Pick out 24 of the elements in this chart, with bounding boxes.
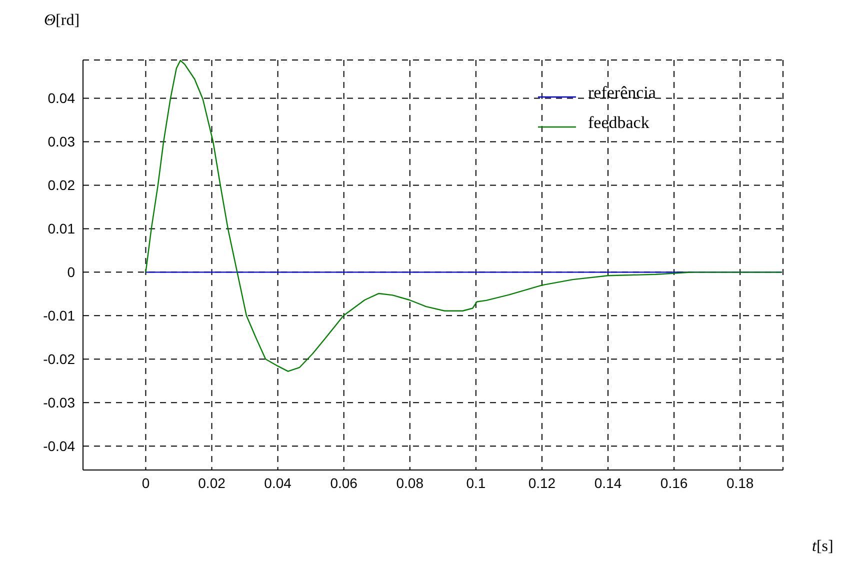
line-series bbox=[145, 60, 782, 372]
y-tick-label: -0.01 bbox=[43, 308, 76, 324]
x-tick-label: 0.08 bbox=[396, 474, 424, 491]
x-tick-label: 0 bbox=[142, 474, 150, 491]
x-tick-label: 0.12 bbox=[528, 474, 556, 491]
y-tick-label: -0.02 bbox=[43, 351, 76, 368]
y-tick-label: -0.03 bbox=[43, 394, 76, 411]
legend-label: referência bbox=[588, 83, 656, 103]
x-tick-label: 0.18 bbox=[726, 474, 754, 491]
y-tick-label: 0.01 bbox=[48, 220, 76, 237]
x-axis-title: t[s] bbox=[812, 538, 834, 556]
x-tick-label: 0.16 bbox=[660, 474, 688, 491]
x-tick-label: 0.1 bbox=[466, 474, 486, 491]
x-tick-label: 0.06 bbox=[330, 474, 358, 491]
y-tick-label: 0.04 bbox=[48, 90, 76, 106]
y-tick-label: 0 bbox=[67, 264, 76, 280]
x-tick-label: 0.04 bbox=[264, 474, 292, 491]
y-tick-label: 0.02 bbox=[48, 177, 76, 194]
y-tick-label: -0.04 bbox=[43, 438, 76, 454]
x-tick-label: 0.14 bbox=[594, 474, 622, 491]
y-tick-label: 0.03 bbox=[48, 134, 76, 150]
y-axis-title: Θ[rd] bbox=[44, 12, 80, 30]
legend-label: feedback bbox=[588, 113, 650, 133]
x-tick-label: 0.02 bbox=[198, 474, 226, 491]
